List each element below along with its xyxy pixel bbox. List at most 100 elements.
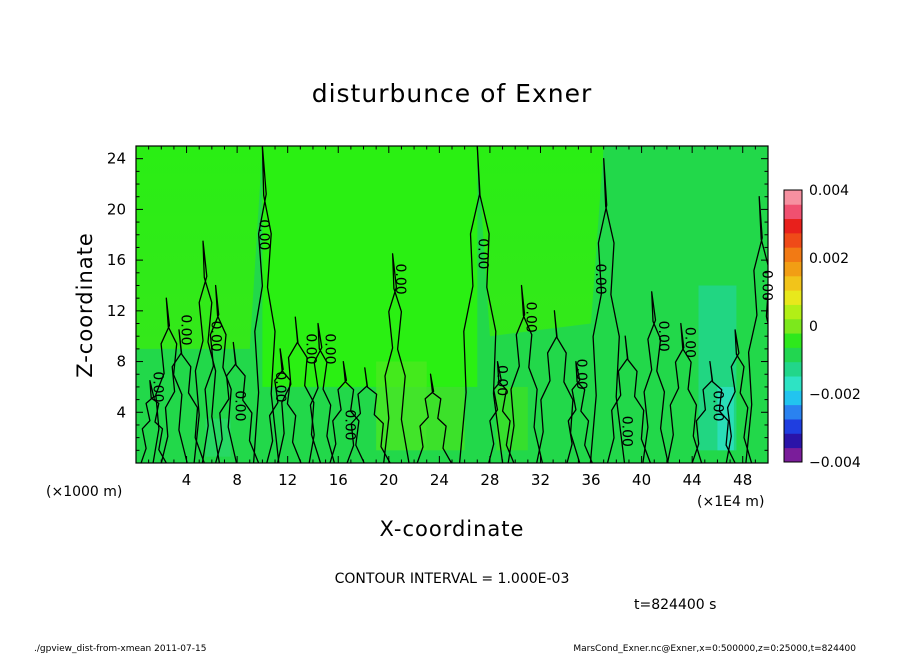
colorbar-swatch <box>784 361 802 377</box>
contour-label: 0.00 <box>342 409 358 440</box>
contour-line <box>725 329 753 463</box>
y-tick-label: 8 <box>116 353 126 371</box>
x-tick-label: 44 <box>683 471 702 489</box>
x-tick-label: 12 <box>278 471 297 489</box>
contour-labels: 0.000.000.000.000.000.00 0.000.000.000.00… <box>150 219 775 447</box>
colorbar-swatch <box>784 447 802 463</box>
x-tick-label: 32 <box>531 471 550 489</box>
contour-label: 0.00 <box>522 302 538 333</box>
footer-right: MarsCond_Exner.nc@Exner,x=0:500000,z=0:2… <box>573 644 856 654</box>
colorbar-swatch <box>784 247 802 262</box>
contour-line <box>606 335 652 463</box>
x-tick-label: 36 <box>581 471 600 489</box>
colorbar-tick-label: 0.004 <box>809 183 849 199</box>
colorbar-swatch <box>784 190 802 205</box>
contour-label: 0.00 <box>655 321 671 352</box>
colorbar-swatch <box>784 261 802 277</box>
contour-label: 0.00 <box>150 371 166 402</box>
contour-line <box>346 367 391 463</box>
y-tick-label: 12 <box>107 302 126 320</box>
chart-title: disturbunce of Exner <box>312 79 593 108</box>
contour-line <box>193 240 221 463</box>
colorbar-swatch <box>784 404 802 420</box>
colorbar-swatch <box>784 347 802 363</box>
y-axis: 4 8 12 16 20 24 <box>107 150 768 451</box>
contour-lines <box>140 146 768 463</box>
colorbar: 0.004 0.002 0 −0.002 −0.004 <box>783 183 861 471</box>
contour-line <box>536 310 581 463</box>
footer-left: ./gpview_dist-from-xmean 2011-07-15 <box>34 644 206 654</box>
y-axis-title: Z-coordinate <box>73 232 97 378</box>
colorbar-tick-label: −0.002 <box>809 387 861 403</box>
contour-label: 0.00 <box>682 327 698 358</box>
contour-line <box>276 316 322 463</box>
contour-line <box>691 360 736 463</box>
x-axis: 4 8 12 16 20 24 28 32 36 40 44 48 <box>148 146 756 489</box>
contour-interval-text: CONTOUR INTERVAL = 1.000E-03 <box>335 571 570 587</box>
contour-line <box>201 284 238 463</box>
contour-label: 0.00 <box>272 371 288 402</box>
contour-line <box>214 341 260 463</box>
contour-line <box>589 158 626 463</box>
plot-area: 0.000.000.000.000.000.00 0.000.000.000.00… <box>135 145 775 464</box>
colorbar-swatch <box>784 318 802 334</box>
contour-line <box>308 322 336 463</box>
colorbar-swatch <box>784 376 802 391</box>
x-tick-label: 16 <box>329 471 348 489</box>
x-tick-label: 48 <box>733 471 752 489</box>
colorbar-tick-label: −0.004 <box>809 455 861 471</box>
x-tick-label: 40 <box>632 471 651 489</box>
colorbar-swatch <box>784 390 802 406</box>
y-tick-label: 16 <box>107 251 126 269</box>
contour-label: 0.00 <box>592 264 608 295</box>
contour-label: 0.00 <box>232 390 248 421</box>
contour-line <box>458 146 504 463</box>
colorbar-swatch <box>784 275 802 291</box>
colorbar-tick-label: 0.002 <box>809 251 849 267</box>
x-unit-label: (×1000 m) <box>46 484 122 500</box>
contour-label: 0.00 <box>573 359 589 390</box>
field-patch <box>426 386 465 451</box>
contour-line <box>152 297 188 463</box>
x-tick-label: 20 <box>379 471 398 489</box>
contour-line <box>566 360 593 463</box>
colorbar-swatch <box>784 419 802 434</box>
contour-line <box>160 329 205 463</box>
contour-label: 0.00 <box>177 314 193 345</box>
upper-green-region <box>136 146 768 387</box>
contour-label: 0.00 <box>208 321 224 352</box>
contour-line <box>507 284 544 463</box>
colorbar-tick-label: 0 <box>809 319 818 335</box>
contour-line <box>666 322 703 463</box>
y-tick-label: 24 <box>107 150 126 168</box>
x-axis-title: X-coordinate <box>380 517 525 541</box>
colorbar-swatch <box>784 218 802 234</box>
upper-region-fill <box>136 146 768 349</box>
y-tick-label: 4 <box>116 403 126 421</box>
contour-line <box>642 291 669 463</box>
contour-line <box>266 348 302 463</box>
colorbar-frame <box>783 189 803 463</box>
contour-line <box>383 253 410 463</box>
x-tick-label: 28 <box>480 471 499 489</box>
colorbar-swatch <box>784 333 802 348</box>
contour-label: 0.00 <box>474 238 490 269</box>
x-tick-label: 24 <box>430 471 449 489</box>
colorbar-swatch <box>784 433 802 449</box>
x-scale-label: (×1E4 m) <box>697 494 764 510</box>
colorbar-swatch <box>784 290 802 305</box>
contour-label: 0.00 <box>493 365 509 396</box>
x-tick-label: 8 <box>232 471 242 489</box>
contour-line <box>329 360 365 463</box>
contour-label: 0.00 <box>302 333 318 364</box>
contour-label: 0.00 <box>321 333 337 364</box>
contour-line <box>252 146 280 463</box>
colorbar-swatch <box>784 304 802 320</box>
contour-line <box>416 373 452 463</box>
contour-line <box>140 379 167 463</box>
colorbar-swatch <box>784 232 802 248</box>
upper-region-core <box>262 146 478 387</box>
contour-line <box>745 196 768 463</box>
field-patch <box>205 418 231 457</box>
